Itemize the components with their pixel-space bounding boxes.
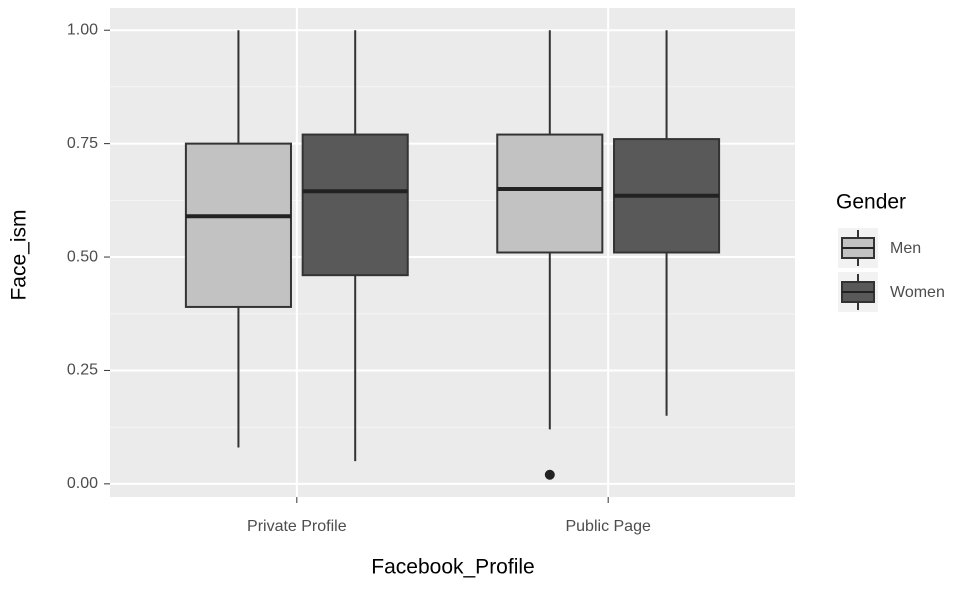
x-axis-title: Facebook_Profile (371, 556, 534, 579)
box (184, 142, 292, 308)
box (301, 133, 409, 277)
box (496, 133, 604, 254)
legend-label: Women (890, 284, 945, 301)
y-tick-label: 0.50 (67, 248, 98, 265)
legend-title: Gender (836, 191, 906, 214)
x-tick-label: Private Profile (247, 518, 347, 535)
legend-label: Men (890, 240, 921, 257)
y-tick-label: 0.00 (67, 475, 98, 492)
outlier (544, 469, 555, 480)
x-tick-label: Public Page (565, 518, 650, 535)
y-tick-label: 0.25 (67, 362, 98, 379)
y-tick-label: 1.00 (67, 21, 98, 38)
y-tick-label: 0.75 (67, 135, 98, 152)
y-axis-title: Face_ism (8, 209, 31, 300)
